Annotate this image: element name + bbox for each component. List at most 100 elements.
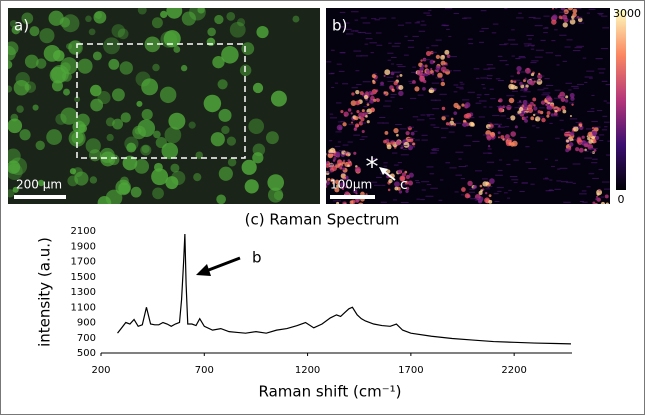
noise (489, 106, 493, 108)
colorbar-min: 0 (618, 193, 625, 206)
noise (548, 101, 554, 103)
noise (491, 32, 497, 34)
noise (545, 52, 554, 54)
noise (517, 102, 523, 104)
cell (218, 108, 232, 122)
speck (511, 140, 518, 147)
speck (506, 104, 512, 111)
noise (363, 112, 370, 114)
noise (345, 33, 354, 35)
noise (454, 191, 459, 193)
speck (593, 149, 597, 152)
noise (360, 17, 367, 19)
speck (350, 112, 353, 115)
noise (553, 97, 561, 99)
y-tick-label: 1300 (71, 287, 96, 298)
noise (333, 200, 342, 202)
chart-title: (c) Raman Spectrum (245, 211, 400, 229)
noise (439, 93, 447, 95)
noise (511, 29, 515, 31)
speck (347, 164, 350, 168)
noise (469, 117, 475, 119)
noise (395, 123, 402, 125)
speck (341, 187, 345, 191)
noise (504, 8, 508, 10)
noise (376, 44, 383, 46)
noise (438, 199, 443, 201)
speck (497, 136, 501, 139)
speck (596, 197, 601, 202)
noise (486, 161, 495, 163)
noise (551, 165, 555, 167)
speck (473, 184, 477, 189)
noise (584, 81, 588, 83)
noise (407, 39, 415, 41)
noise (605, 84, 610, 86)
noise (530, 62, 537, 64)
noise (435, 39, 442, 41)
noise (515, 58, 521, 60)
speck (503, 138, 506, 141)
noise (344, 22, 350, 24)
y-tick-label: 500 (77, 348, 96, 359)
noise (500, 115, 506, 117)
speck (467, 114, 470, 118)
noise (504, 43, 509, 45)
noise (544, 158, 548, 160)
noise (598, 169, 603, 171)
noise (486, 185, 493, 187)
noise (393, 71, 402, 73)
cell (111, 88, 125, 102)
speck (530, 72, 535, 77)
noise (590, 108, 595, 110)
noise (442, 64, 449, 66)
noise (423, 12, 430, 14)
cell (207, 27, 216, 37)
noise (411, 71, 416, 73)
noise (573, 87, 579, 89)
cell (265, 131, 279, 145)
cell (100, 151, 116, 167)
noise (493, 123, 499, 125)
speck (514, 86, 518, 90)
noise (547, 109, 552, 111)
y-tick-label: 2100 (71, 226, 96, 237)
scale-label: 100μm (330, 178, 372, 192)
noise (374, 184, 381, 186)
speck (583, 142, 589, 148)
speck (456, 105, 461, 110)
speck (431, 72, 435, 76)
speck (587, 131, 593, 138)
cell (160, 10, 168, 19)
speck (371, 73, 377, 79)
noise (600, 48, 609, 50)
noise (534, 56, 543, 58)
noise (602, 27, 609, 29)
noise (515, 113, 521, 115)
noise (371, 18, 377, 20)
cell (16, 105, 24, 113)
speck (353, 189, 358, 194)
noise (421, 134, 428, 136)
noise (377, 122, 385, 124)
cell (85, 138, 101, 154)
noise (483, 68, 491, 70)
speck (388, 178, 393, 184)
noise (603, 121, 610, 123)
speck (333, 156, 337, 161)
noise (548, 190, 555, 192)
speck (523, 116, 527, 121)
noise (430, 124, 436, 126)
noise (326, 170, 333, 172)
noise (596, 109, 603, 111)
noise (329, 164, 334, 166)
speck (366, 103, 370, 106)
noise (544, 177, 548, 179)
noise (531, 45, 535, 47)
noise (430, 99, 437, 101)
noise (480, 77, 489, 79)
noise (526, 35, 534, 37)
speck (588, 139, 593, 144)
noise (484, 93, 490, 95)
speck (565, 95, 569, 99)
